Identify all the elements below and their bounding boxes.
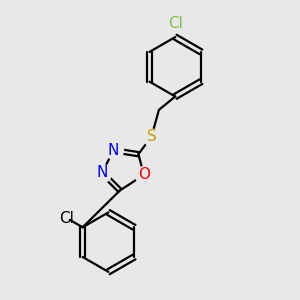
Text: Cl: Cl — [168, 16, 183, 31]
Text: N: N — [108, 143, 119, 158]
Text: N: N — [96, 165, 108, 180]
Text: Cl: Cl — [59, 211, 74, 226]
Text: S: S — [147, 129, 156, 144]
Text: O: O — [138, 167, 150, 182]
